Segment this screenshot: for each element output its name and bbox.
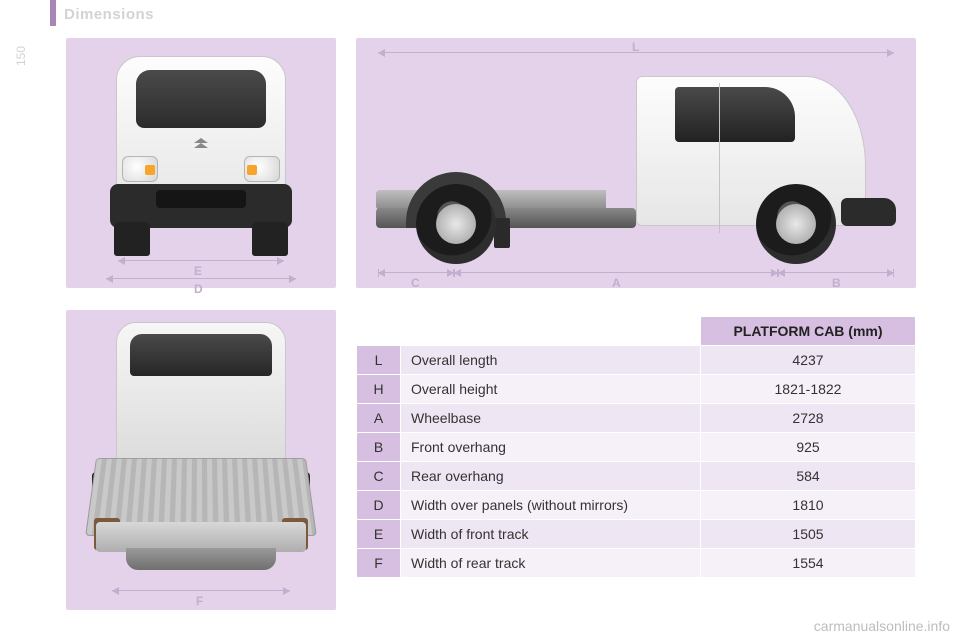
table-row: H Overall height 1821-1822 [357, 375, 916, 404]
cell-value: 584 [701, 462, 916, 491]
cell-desc: Overall length [401, 346, 701, 375]
table-row: F Width of rear track 1554 [357, 549, 916, 578]
cell-desc: Rear overhang [401, 462, 701, 491]
van-front-illustration [106, 56, 296, 256]
van-rear-illustration [96, 322, 306, 582]
table-header-row: PLATFORM CAB (mm) [357, 317, 916, 346]
diagram-front-panel: E D [66, 38, 336, 288]
cell-code: L [357, 346, 401, 375]
dim-bar-E [118, 260, 284, 261]
cell-desc: Wheelbase [401, 404, 701, 433]
cell-desc: Width over panels (without mirrors) [401, 491, 701, 520]
cell-value: 4237 [701, 346, 916, 375]
cell-code: E [357, 520, 401, 549]
cell-code: F [357, 549, 401, 578]
cell-code: C [357, 462, 401, 491]
dim-bar-A [454, 272, 778, 273]
dim-label-L: L [632, 40, 639, 54]
dim-label-D: D [194, 282, 203, 296]
page-number: 150 [14, 46, 28, 66]
dim-bar-D [106, 278, 296, 279]
dim-bar-C [378, 272, 454, 273]
cell-value: 1505 [701, 520, 916, 549]
cell-desc: Width of front track [401, 520, 701, 549]
dim-label-C: C [411, 276, 420, 290]
cell-code: A [357, 404, 401, 433]
watermark: carmanualsonline.info [814, 618, 950, 634]
cell-code: D [357, 491, 401, 520]
cell-value: 2728 [701, 404, 916, 433]
accent-rule [50, 0, 56, 26]
dimensions-table: PLATFORM CAB (mm) L Overall length 4237 … [356, 316, 916, 578]
table-row: D Width over panels (without mirrors) 18… [357, 491, 916, 520]
dim-label-A: A [612, 276, 621, 290]
dim-label-E: E [194, 264, 202, 278]
van-side-illustration [376, 58, 896, 268]
table-row: E Width of front track 1505 [357, 520, 916, 549]
cell-value: 1821-1822 [701, 375, 916, 404]
cell-value: 925 [701, 433, 916, 462]
diagram-side-panel: L C A B [356, 38, 916, 288]
cell-code: B [357, 433, 401, 462]
dim-bar-F [112, 590, 290, 591]
cell-value: 1554 [701, 549, 916, 578]
dim-bar-B [778, 272, 894, 273]
cell-desc: Front overhang [401, 433, 701, 462]
table-row: L Overall length 4237 [357, 346, 916, 375]
diagram-rear-panel: F [66, 310, 336, 610]
cell-desc: Overall height [401, 375, 701, 404]
page-title: Dimensions [64, 6, 154, 23]
table-row: B Front overhang 925 [357, 433, 916, 462]
dim-label-F: F [196, 594, 203, 608]
table-header-blank-desc [401, 317, 701, 346]
cell-desc: Width of rear track [401, 549, 701, 578]
table-row: A Wheelbase 2728 [357, 404, 916, 433]
table-header-blank-code [357, 317, 401, 346]
cell-value: 1810 [701, 491, 916, 520]
cell-code: H [357, 375, 401, 404]
table-header-value: PLATFORM CAB (mm) [701, 317, 916, 346]
dim-label-B: B [832, 276, 841, 290]
table-row: C Rear overhang 584 [357, 462, 916, 491]
